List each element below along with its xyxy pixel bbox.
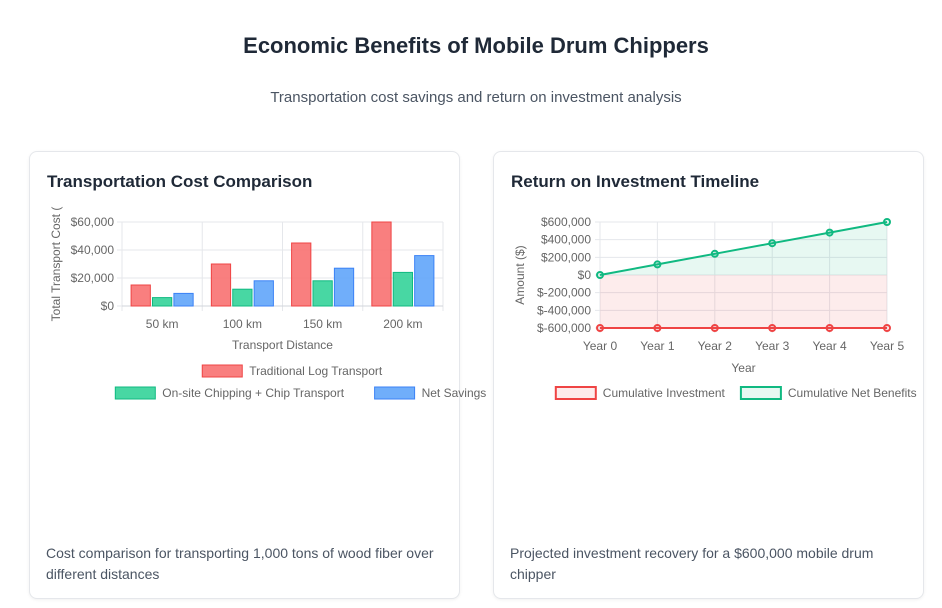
data-point — [596, 324, 604, 332]
bar-x-tick-label: 100 km — [223, 317, 262, 331]
legend-label: Traditional Log Transport — [249, 364, 383, 378]
legend-swatch — [114, 386, 156, 400]
bar-y-tick-label: $20,000 — [71, 271, 115, 285]
transport-cost-caption: Cost comparison for transporting 1,000 t… — [46, 545, 434, 582]
bar — [210, 263, 232, 307]
bar-x-tick-label: 200 km — [383, 317, 422, 331]
bar — [333, 267, 355, 307]
bar — [371, 221, 392, 307]
legend-label: On-site Chipping + Chip Transport — [162, 386, 344, 400]
data-point — [825, 324, 834, 332]
transport-cost-card-title: Transportation Cost Comparison — [47, 172, 313, 191]
roi-caption: Projected investment recovery for a $600… — [510, 545, 874, 582]
line-y-tick-label: $-600,000 — [537, 321, 591, 335]
legend-swatch — [739, 386, 782, 400]
legend-swatch — [554, 386, 597, 400]
data-point — [596, 271, 604, 279]
bar-y-tick-label: $40,000 — [71, 243, 115, 257]
page-subtitle: Transportation cost savings and return o… — [270, 89, 682, 106]
data-point — [710, 249, 719, 258]
line-y-tick-label: $400,000 — [541, 233, 591, 247]
bar-x-tick-label: 150 km — [303, 317, 342, 331]
data-point — [653, 324, 662, 332]
page-title: Economic Benefits of Mobile Drum Chipper… — [243, 33, 709, 58]
data-point — [883, 324, 891, 332]
bar-y-axis-title: Total Transport Cost ( — [49, 207, 63, 322]
bar — [291, 242, 312, 307]
line-x-tick-label: Year 3 — [755, 339, 790, 353]
bar — [312, 280, 333, 307]
line-x-axis-title: Year — [731, 361, 755, 375]
data-point — [768, 324, 777, 332]
transport-cost-card: Transportation Cost Comparison $0 $20,000… — [29, 151, 486, 599]
bar-y-tick-label: $60,000 — [71, 215, 115, 229]
bar — [253, 280, 274, 307]
line-y-tick-label: $-200,000 — [537, 286, 591, 300]
line-x-tick-label: Year 5 — [870, 339, 905, 353]
bar — [392, 271, 414, 307]
bar — [173, 292, 194, 307]
line-x-tick-label: Year 2 — [698, 339, 733, 353]
roi-card-title: Return on Investment Timeline — [511, 172, 760, 191]
line-x-tick-label: Year 4 — [812, 339, 847, 353]
legend-swatch — [374, 386, 416, 400]
data-point — [710, 324, 719, 332]
data-point — [653, 260, 662, 269]
bar — [130, 284, 151, 307]
line-y-tick-label: $600,000 — [541, 215, 591, 229]
bar — [414, 255, 435, 307]
line-y-tick-label: $200,000 — [541, 250, 591, 264]
legend-label: Net Savings — [422, 386, 487, 400]
bar — [151, 297, 173, 307]
legend-label: Cumulative Investment — [603, 386, 726, 400]
data-point — [883, 218, 891, 226]
bar-x-axis-title: Transport Distance — [232, 338, 333, 352]
series-area-fill — [600, 275, 887, 328]
line-y-axis-title: Amount ($) — [513, 245, 527, 304]
line-x-tick-label: Year 0 — [583, 339, 618, 353]
roi-card: Return on Investment Timeline $600,000 $4… — [493, 151, 924, 599]
legend-swatch — [201, 364, 243, 378]
data-point — [768, 239, 777, 248]
line-y-tick-label: $-400,000 — [537, 303, 591, 317]
series-line — [599, 221, 888, 276]
transport-cost-bar-chart: $0 $20,000 $40,000 $60,000 50 km 100 km 150 km… — [49, 207, 486, 400]
bar — [232, 288, 253, 307]
legend-label: Cumulative Net Benefits — [788, 386, 917, 400]
line-y-tick-label: $0 — [578, 268, 592, 282]
bar-y-tick-label: $0 — [101, 299, 115, 313]
roi-line-chart: $600,000 $400,000 $200,000 $0 $-200,000 $-400… — [513, 215, 917, 400]
data-point — [825, 228, 834, 237]
line-x-tick-label: Year 1 — [640, 339, 675, 353]
bar-x-tick-label: 50 km — [146, 317, 179, 331]
